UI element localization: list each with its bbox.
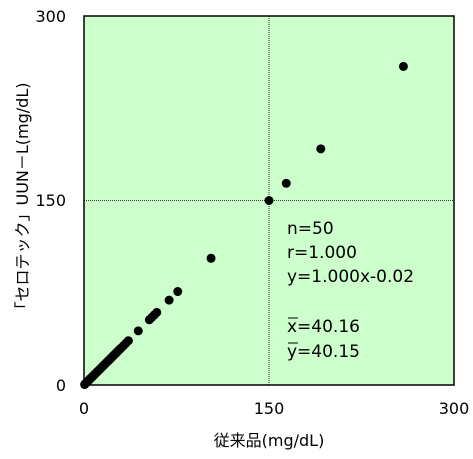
stat-y-mean: y=40.15 [287, 342, 360, 362]
y-tick-150: 150 [35, 191, 66, 210]
data-point-49 [81, 378, 91, 388]
data-point-46 [316, 144, 326, 154]
data-point-35 [123, 336, 133, 346]
x-tick-150: 150 [254, 399, 285, 418]
data-point-43 [206, 253, 216, 263]
data-point-44 [264, 196, 274, 205]
x-tick-300: 300 [439, 399, 470, 418]
stat-x-mean: x=40.16 [287, 317, 360, 337]
data-point-42 [173, 287, 183, 297]
data-point-36 [133, 326, 143, 336]
stat-n: n=50 [287, 219, 334, 239]
y-tick-0: 0 [56, 376, 66, 395]
x-axis-label: 従来品(mg/dL) [214, 431, 325, 450]
data-point-45 [281, 178, 291, 188]
y-axis-label: 「セロテック」UUN－L(mg/dL) [13, 83, 32, 318]
stat-regression: y=1.000x-0.02 [287, 267, 414, 287]
data-point-41 [164, 295, 174, 305]
data-point-47 [398, 61, 408, 71]
data-points [80, 61, 408, 390]
y-tick-300: 300 [35, 7, 66, 26]
data-point-40 [152, 307, 162, 317]
stat-r: r=1.000 [287, 243, 357, 263]
x-tick-0: 0 [79, 399, 89, 418]
